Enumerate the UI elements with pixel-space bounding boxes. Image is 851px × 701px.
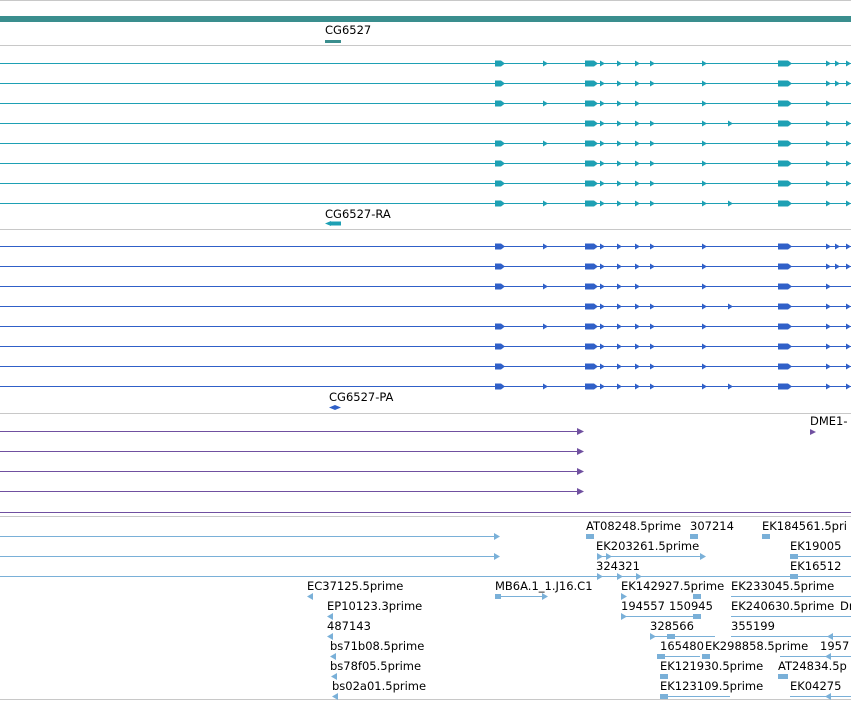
est-label: 324321 (596, 559, 640, 573)
purple-alignment-row[interactable] (0, 468, 584, 475)
est-block[interactable] (762, 534, 770, 539)
protein-transcript-row[interactable] (0, 263, 851, 270)
est-label: 194557 (621, 599, 665, 613)
est-reverse-glyph[interactable] (330, 653, 336, 660)
est-reverse-glyph[interactable] (825, 653, 831, 660)
purple-alignment-row[interactable] (0, 428, 584, 435)
est-label: EK240630.5prime (731, 599, 834, 613)
est-block[interactable] (778, 674, 788, 679)
est-label: Dr (840, 599, 851, 613)
purple-track-label: DME1- (810, 414, 848, 428)
est-forward-glyph[interactable] (494, 533, 500, 540)
est-label: EK142927.5prime (621, 579, 724, 593)
mrna-label-glyph[interactable] (325, 221, 341, 226)
est-forward-glyph[interactable] (650, 633, 656, 640)
est-reverse-glyph[interactable] (825, 693, 831, 700)
est-block[interactable] (667, 634, 675, 639)
est-label: 165480 (660, 639, 704, 653)
mrna-label: CG6527-RA (325, 207, 391, 221)
est-forward-glyph[interactable] (621, 593, 627, 600)
est-block[interactable] (690, 534, 698, 539)
gene-glyph[interactable] (325, 40, 341, 43)
est-label: 307214 (690, 519, 734, 533)
est-label: EK123109.5prime (660, 679, 763, 693)
est-label: EC37125.5prime (307, 579, 403, 593)
est-label: EK04275 (790, 679, 841, 693)
mrna-transcript-row[interactable] (0, 180, 851, 187)
mrna-transcript-row[interactable] (0, 200, 851, 207)
est-forward-glyph[interactable] (617, 573, 623, 580)
protein-transcript-row[interactable] (0, 363, 851, 370)
mrna-transcript-row[interactable] (0, 60, 851, 67)
est-label: EK233045.5prime (731, 579, 834, 593)
est-forward-glyph[interactable] (636, 573, 642, 580)
protein-transcript-row[interactable] (0, 283, 851, 290)
mrna-transcript-row[interactable] (0, 100, 851, 107)
est-labels: AT08248.5prime 307214 EK184561.5pri EK20326… (307, 519, 851, 693)
protein-transcripts[interactable] (0, 243, 851, 390)
mrna-transcript-row[interactable] (0, 120, 851, 127)
mrna-transcript-row[interactable] (0, 160, 851, 167)
protein-transcript-row[interactable] (0, 323, 851, 330)
protein-transcript-row[interactable] (0, 343, 851, 350)
est-label: EK298858.5prime (705, 639, 808, 653)
mrna-transcript-row[interactable] (0, 140, 851, 147)
protein-label-glyph[interactable] (329, 405, 341, 410)
est-block[interactable] (586, 534, 594, 539)
est-label: 355199 (731, 619, 775, 633)
purple-alignment-row[interactable] (0, 448, 584, 455)
est-reverse-glyph[interactable] (327, 633, 333, 640)
mrna-transcripts[interactable] (0, 60, 851, 207)
est-forward-glyph[interactable] (542, 593, 548, 600)
gene-label: CG6527 (325, 23, 371, 37)
protein-transcript-row[interactable] (0, 243, 851, 250)
est-block[interactable] (702, 654, 710, 659)
est-alignments[interactable] (0, 533, 851, 700)
est-label: EK121930.5prime (660, 659, 763, 673)
est-label: 150945 (669, 599, 713, 613)
est-reverse-glyph[interactable] (327, 613, 333, 620)
gene-track[interactable]: CG6527 (0, 16, 851, 43)
est-block[interactable] (693, 594, 701, 599)
purple-alignments[interactable] (0, 428, 851, 513)
est-label: 1957 (820, 639, 849, 653)
est-label: EK16512 (790, 559, 841, 573)
est-reverse-glyph[interactable] (331, 673, 337, 680)
mrna-transcript-row[interactable] (0, 80, 851, 87)
est-reverse-glyph[interactable] (332, 693, 338, 700)
est-reverse-glyph[interactable] (827, 633, 833, 640)
est-label: bs02a01.5prime (332, 679, 426, 693)
protein-transcript-row[interactable] (0, 303, 851, 310)
est-block[interactable] (660, 674, 668, 679)
est-label: EK19005 (790, 539, 841, 553)
est-forward-glyph[interactable] (700, 553, 706, 560)
est-forward-glyph[interactable] (597, 573, 603, 580)
purple-track-glyph[interactable] (810, 429, 816, 435)
est-label: MB6A.1_1.J16.C1 (495, 579, 593, 593)
est-label: bs71b08.5prime (330, 639, 424, 653)
est-label: bs78f05.5prime (330, 659, 421, 673)
est-label: AT24834.5p (778, 659, 847, 673)
est-block[interactable] (693, 614, 701, 619)
est-label: AT08248.5prime (586, 519, 681, 533)
protein-label: CG6527-PA (329, 390, 394, 404)
est-forward-glyph[interactable] (494, 553, 500, 560)
est-label: 487143 (327, 619, 371, 633)
est-label: EK184561.5pri (762, 519, 847, 533)
est-reverse-glyph[interactable] (307, 593, 313, 600)
est-label: EP10123.3prime (327, 599, 422, 613)
purple-alignment-row[interactable] (0, 488, 584, 495)
protein-transcript-row[interactable] (0, 383, 851, 390)
est-label: 328566 (650, 619, 694, 633)
gene-bar[interactable] (0, 16, 851, 22)
est-label: EK203261.5prime (596, 539, 699, 553)
